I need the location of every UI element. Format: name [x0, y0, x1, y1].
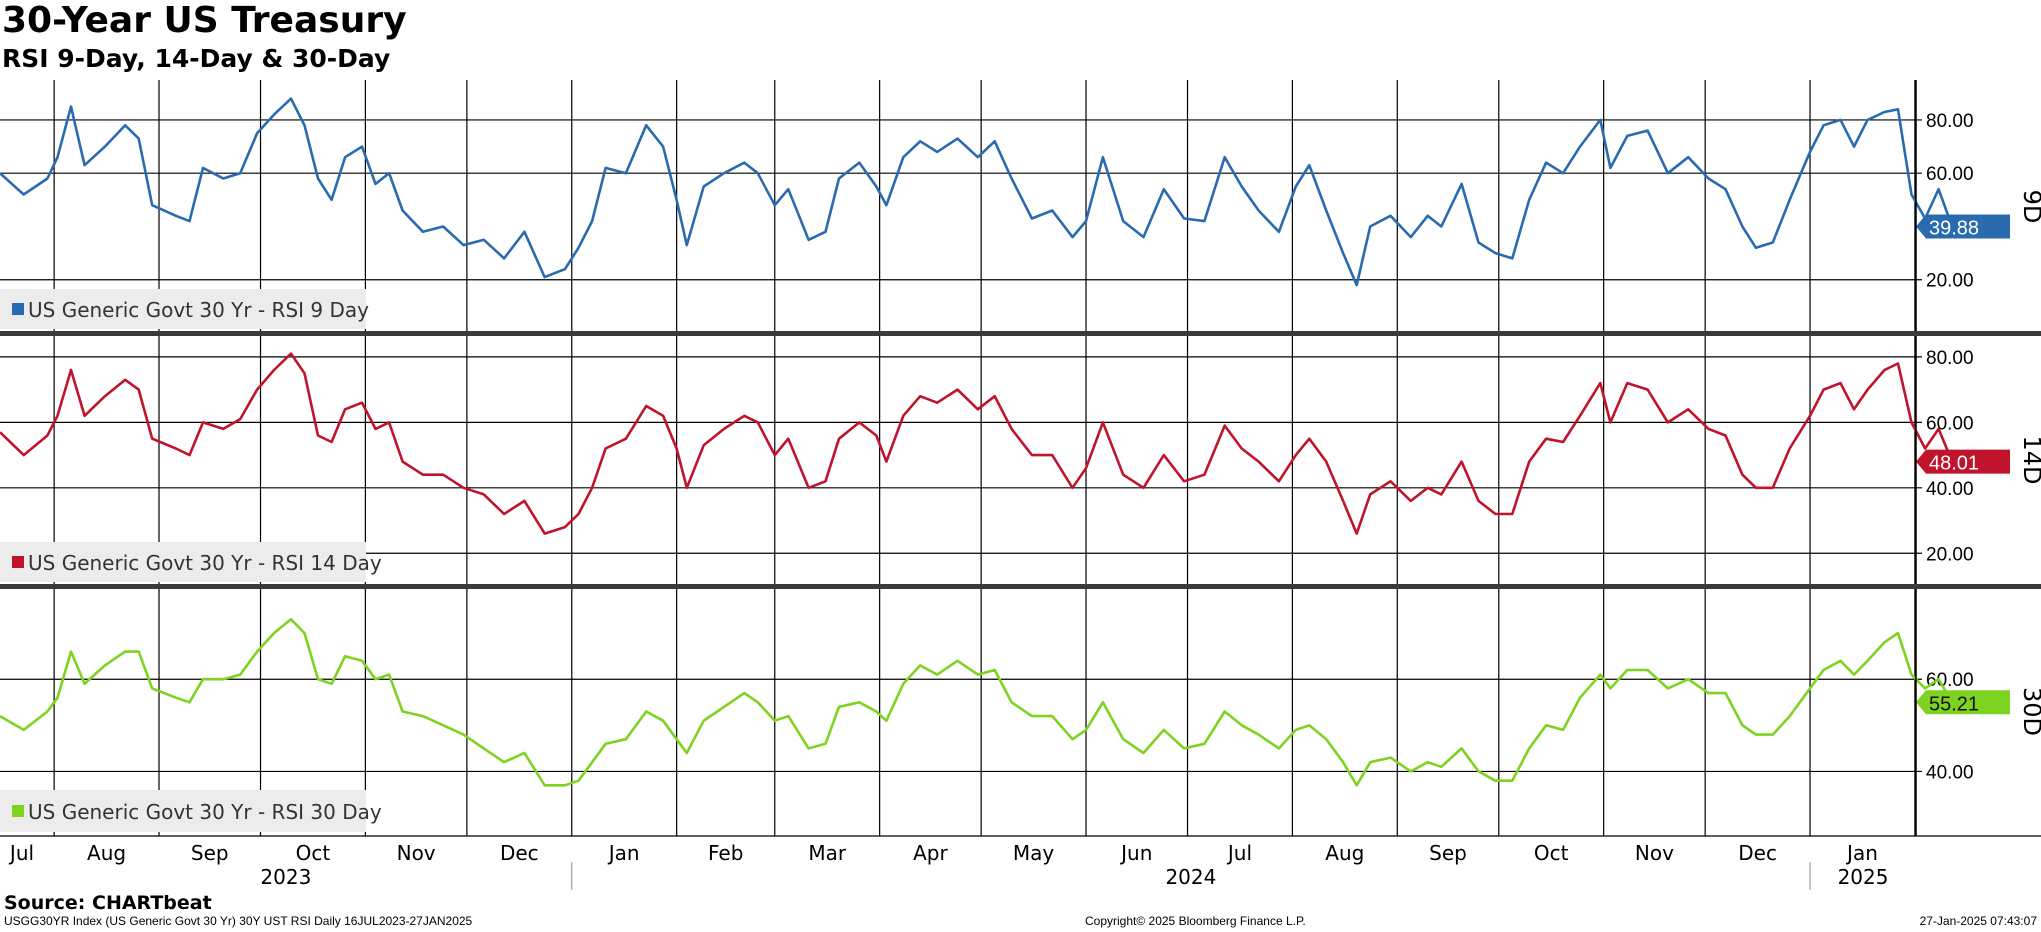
y-tick-label: 80.00 — [1926, 348, 1974, 369]
x-tick-label: Jul — [1226, 841, 1252, 865]
copyright: Copyright© 2025 Bloomberg Finance L.P. — [1085, 914, 1306, 928]
x-tick-label: Jul — [8, 841, 34, 865]
y-tick-label: 40.00 — [1926, 479, 1974, 500]
chart-title: 30-Year US Treasury — [2, 0, 407, 41]
last-value-tag — [1916, 690, 2010, 715]
x-tick-label: Sep — [1429, 841, 1467, 865]
x-tick-label: Jun — [1119, 841, 1152, 865]
x-tick-label: Aug — [87, 841, 126, 865]
series-line — [0, 97, 1954, 287]
panel-axis-label: 30D — [2018, 687, 2041, 736]
x-tick-label: Dec — [500, 841, 539, 865]
source-note: Source: CHARTbeat — [4, 892, 212, 914]
legend-label: US Generic Govt 30 Yr - RSI 9 Day — [28, 298, 369, 322]
series-line — [0, 618, 1954, 787]
x-tick-label: Oct — [296, 841, 331, 865]
legend-box — [0, 790, 366, 832]
x-tick-label: Nov — [1635, 841, 1674, 865]
legend-label: US Generic Govt 30 Yr - RSI 30 Day — [28, 800, 382, 824]
x-tick-label: Feb — [708, 841, 743, 865]
x-tick-label: Nov — [397, 841, 436, 865]
legend-swatch — [12, 805, 24, 817]
panel-separator — [0, 584, 2041, 589]
y-tick-label: 20.00 — [1926, 271, 1974, 292]
x-tick-label: Dec — [1738, 841, 1777, 865]
y-tick-label: 40.00 — [1926, 762, 1974, 783]
x-tick-label: Jan — [607, 841, 640, 865]
last-value-tag — [1916, 449, 2010, 474]
last-value-label: 39.88 — [1929, 217, 1979, 239]
x-tick-label: May — [1013, 841, 1055, 865]
chart-subtitle: RSI 9-Day, 14-Day & 30-Day — [2, 44, 391, 73]
x-tick-label: Sep — [191, 841, 229, 865]
legend-swatch — [12, 556, 24, 568]
panel-axis-label: 14D — [2018, 435, 2041, 484]
legend-label: US Generic Govt 30 Yr - RSI 14 Day — [28, 551, 382, 575]
legend-swatch — [12, 303, 24, 315]
x-tick-label: Aug — [1325, 841, 1364, 865]
x-tick-label: Jan — [1845, 841, 1878, 865]
panel-separator — [0, 331, 2041, 336]
x-tick-label: Mar — [808, 841, 847, 865]
y-tick-label: 60.00 — [1926, 413, 1974, 434]
panel-axis-label: 9D — [2018, 190, 2041, 224]
legend-box — [0, 542, 366, 582]
x-tick-label: Apr — [913, 841, 948, 865]
legend-box — [0, 289, 366, 329]
last-value-label: 55.21 — [1929, 693, 1979, 715]
x-tick-label: Oct — [1534, 841, 1569, 865]
y-tick-label: 20.00 — [1926, 544, 1974, 565]
y-tick-label: 80.00 — [1926, 111, 1974, 132]
last-value-label: 48.01 — [1929, 453, 1979, 475]
x-year-label: 2024 — [1165, 865, 1216, 889]
timestamp: 27-Jan-2025 07:43:07 — [1919, 914, 2037, 928]
last-value-tag — [1916, 214, 2010, 239]
y-tick-label: 60.00 — [1926, 164, 1974, 185]
x-year-label: 2025 — [1838, 865, 1889, 889]
y-tick-label: 60.00 — [1926, 670, 1974, 691]
series-line — [0, 352, 1954, 535]
x-year-label: 2023 — [260, 865, 311, 889]
index-info: USGG30YR Index (US Generic Govt 30 Yr) 3… — [4, 914, 473, 928]
